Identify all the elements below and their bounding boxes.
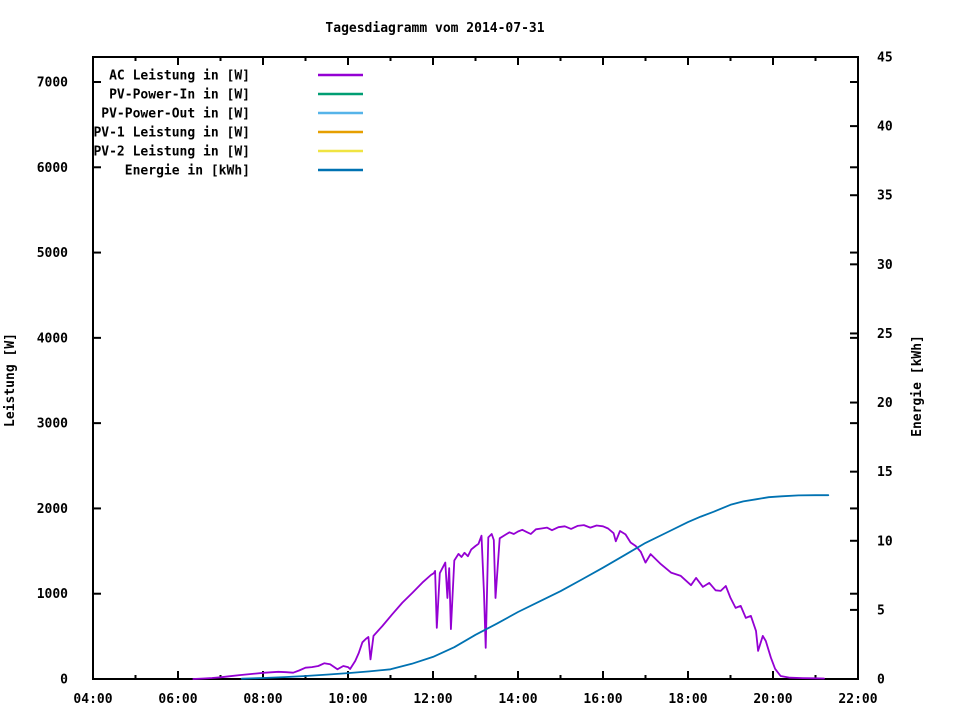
legend-label-pv-2-leistung-in-w: PV-2 Leistung in [W] <box>93 145 250 160</box>
y-left-tick-label: 5000 <box>37 246 68 261</box>
y-right-tick-label: 5 <box>877 603 885 618</box>
y-right-tick-label: 35 <box>877 189 893 204</box>
series-lines <box>192 494 830 680</box>
legend: AC Leistung in [W] PV-Power-In in [W] PV-P… <box>93 69 363 179</box>
y-right-tick-label: 25 <box>877 327 893 342</box>
x-tick-label: 10:00 <box>328 692 367 707</box>
x-tick-label: 18:00 <box>668 692 707 707</box>
series-line-energie-in-kwh <box>240 494 830 680</box>
y-axis-right-label: Energie [kWh] <box>910 335 925 437</box>
x-tick-label: 14:00 <box>498 692 537 707</box>
legend-label-pv-power-out-in-w: PV-Power-Out in [W] <box>101 107 250 122</box>
y-left-tick-label: 0 <box>60 673 68 688</box>
x-tick-label: 12:00 <box>413 692 452 707</box>
y-right-tick-label: 10 <box>877 534 893 549</box>
x-tick-label: 20:00 <box>753 692 792 707</box>
y-right-tick-label: 20 <box>877 396 893 411</box>
y-right-tick-label: 40 <box>877 120 893 135</box>
y-left-tick-label: 7000 <box>37 76 68 91</box>
y-left-tick-label: 4000 <box>37 331 68 346</box>
x-tick-label: 04:00 <box>73 692 112 707</box>
y-right-tick-label: 45 <box>877 51 893 66</box>
legend-label-pv-1-leistung-in-w: PV-1 Leistung in [W] <box>93 126 250 141</box>
x-tick-label: 08:00 <box>243 692 282 707</box>
y-left-tick-label: 3000 <box>37 417 68 432</box>
plot-frame <box>92 56 859 680</box>
y-left-tick-label: 1000 <box>37 587 68 602</box>
y-right-tick-label: 0 <box>877 673 885 688</box>
y-right-tick-label: 15 <box>877 465 893 480</box>
legend-label-ac-leistung-in-w: AC Leistung in [W] <box>109 69 250 84</box>
y-left-tick-label: 2000 <box>37 502 68 517</box>
y-axis-left-label: Leistung [W] <box>3 333 18 427</box>
y-left-tick-label: 6000 <box>37 161 68 176</box>
legend-label-energie-in-kwh: Energie in [kWh] <box>125 164 250 179</box>
legend-label-pv-power-in-in-w: PV-Power-In in [W] <box>109 88 250 103</box>
y-right-tick-label: 30 <box>877 258 893 273</box>
chart-title: Tagesdiagramm vom 2014-07-31 <box>325 21 544 36</box>
x-tick-label: 22:00 <box>838 692 877 707</box>
x-tick-label: 06:00 <box>158 692 197 707</box>
tick-labels: 0 1000 2000 3000 4000 5000 6000 7000 0 5 10 15 20 25 3… <box>37 51 893 708</box>
series-line-ac-leistung-in-w <box>192 524 825 680</box>
x-tick-label: 16:00 <box>583 692 622 707</box>
